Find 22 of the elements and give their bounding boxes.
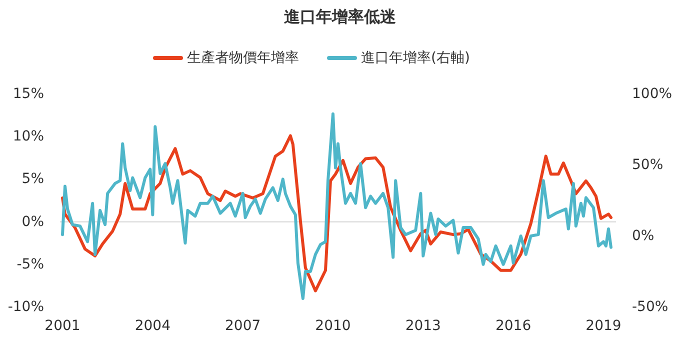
- y-tick-label: -5%: [16, 256, 44, 272]
- x-tick-label: 2010: [315, 318, 351, 334]
- y-tick-label: 0%: [22, 214, 44, 230]
- y-tick-label: -10%: [8, 299, 44, 315]
- y-tick-label: 5%: [22, 171, 44, 188]
- legend-label: 進口年增率(右軸): [361, 50, 470, 66]
- chart-title: 進口年增率低迷: [283, 7, 396, 26]
- y2-tick-label: -50%: [632, 299, 668, 315]
- line-series: [61, 134, 612, 292]
- y-tick-label: 10%: [12, 128, 44, 145]
- x-tick-label: 2001: [44, 318, 80, 334]
- x-tick-label: 2013: [405, 318, 441, 334]
- y2-tick-label: 50%: [632, 157, 664, 173]
- x-tick-label: 2016: [495, 318, 532, 334]
- x-tick-label: 2007: [225, 318, 261, 334]
- y2-tick-label: 100%: [632, 86, 672, 102]
- x-tick-label: 2004: [134, 318, 171, 334]
- y2-tick-label: 0%: [632, 228, 654, 244]
- line-series: [61, 112, 612, 300]
- legend-label: 生產者物價年增率: [187, 50, 299, 66]
- y-tick-label: 15%: [12, 86, 44, 102]
- x-tick-label: 2019: [586, 318, 622, 334]
